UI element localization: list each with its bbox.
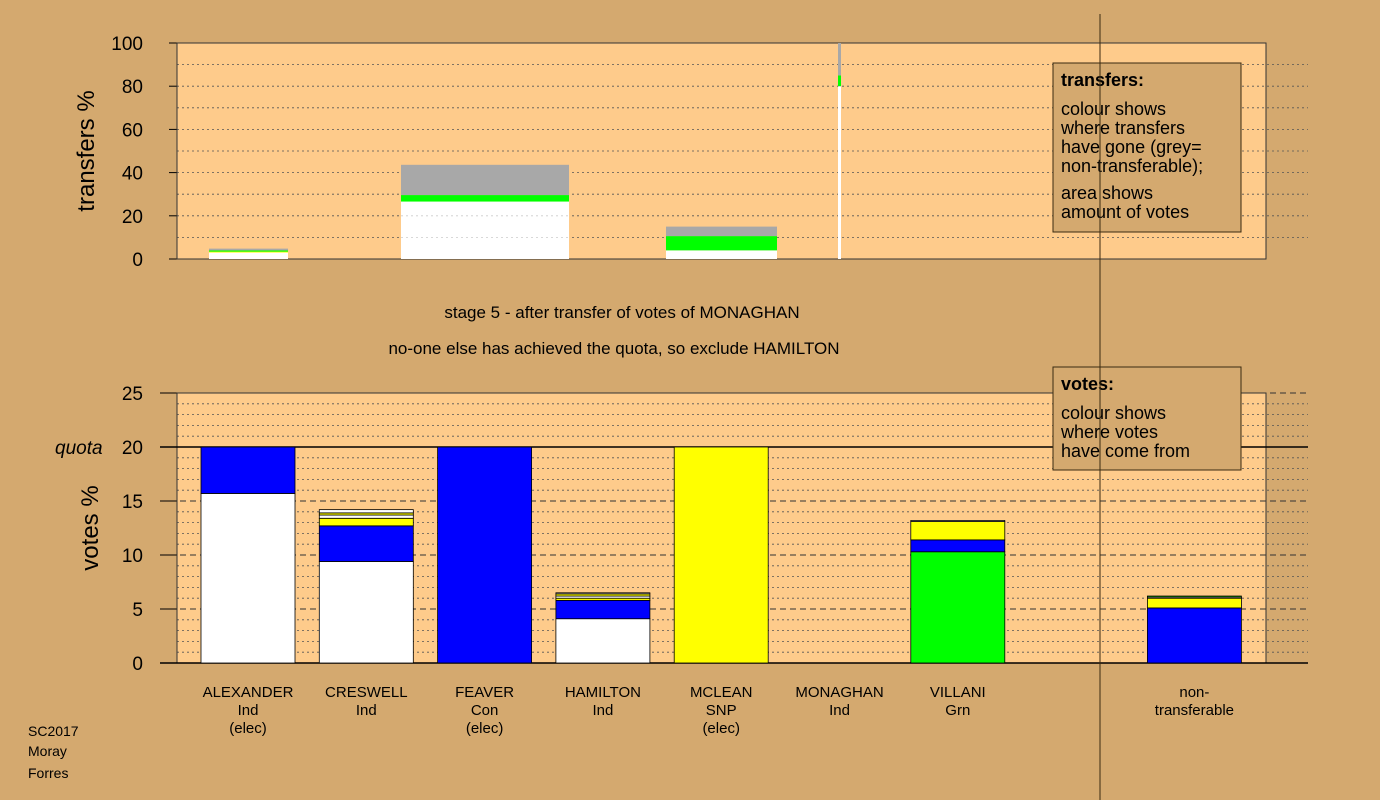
transfers-segment [209, 252, 288, 259]
action-caption: no-one else has achieved the quota, so e… [388, 339, 839, 358]
candidate-label: HAMILTON [565, 684, 641, 701]
legend-line: have gone (grey= [1061, 137, 1202, 157]
credit-council: Moray [28, 743, 67, 759]
transfers-segment [401, 195, 569, 202]
votes-bar-non: non-transferable [1147, 595, 1242, 719]
transfers-ylabel: transfers % [73, 90, 100, 211]
candidate-label: Ind [238, 702, 259, 719]
credit-year: SC2017 [28, 723, 79, 739]
transfers-segment [666, 226, 777, 237]
transfers-ytick-label: 20 [122, 207, 143, 228]
transfers-segment [838, 86, 841, 259]
legend-line: area shows [1061, 183, 1153, 203]
votes-segment [437, 446, 533, 664]
votes-segment [910, 521, 1006, 541]
transfers-ytick-label: 60 [122, 120, 143, 141]
candidate-label: (elec) [466, 720, 504, 737]
legend-line: non-transferable); [1061, 156, 1203, 176]
legend-line: where transfers [1060, 118, 1185, 138]
legend-line: have come from [1061, 441, 1190, 461]
candidate-label: (elec) [702, 720, 740, 737]
votes-ytick-label: 5 [132, 600, 143, 621]
votes-segment [910, 520, 1006, 522]
legend-box [1052, 62, 1242, 233]
transfers-bar-mclean [838, 43, 841, 259]
votes-segment [200, 446, 296, 494]
transfers-bar-alexander [209, 248, 288, 259]
transfers-segment [838, 75, 841, 87]
votes-ylabel: votes % [77, 485, 104, 570]
transfers-ytick-label: 0 [132, 250, 143, 271]
transfers-segment [666, 250, 777, 259]
transfers-segment [401, 164, 569, 196]
votes-ytick-label: 10 [122, 546, 143, 567]
transfers-ytick-label: 80 [122, 77, 143, 98]
transfers-segment [209, 248, 288, 251]
legend-box [1052, 366, 1242, 471]
votes-ytick-label: 25 [122, 384, 143, 405]
candidate-label: Ind [356, 702, 377, 719]
candidate-label: (elec) [229, 720, 267, 737]
transfers-ytick-label: 100 [111, 34, 143, 55]
transfers-segment [209, 251, 288, 253]
candidate-label: Ind [829, 702, 850, 719]
votes-segment [1147, 595, 1242, 598]
credit-ward: Forres [28, 765, 68, 781]
quota-label: quota [55, 438, 103, 459]
candidate-label: ALEXANDER [203, 684, 294, 701]
candidate-label: non- [1179, 684, 1209, 701]
votes-segment [318, 517, 414, 527]
legend-title: transfers: [1061, 70, 1144, 90]
candidate-label: Grn [945, 702, 970, 719]
votes-segment [1147, 597, 1242, 609]
transfers-segment [401, 201, 569, 259]
votes-segment [555, 618, 651, 664]
legend-line: amount of votes [1061, 202, 1189, 222]
legend-line: colour shows [1061, 403, 1166, 423]
votes-segment [318, 525, 414, 562]
candidate-label: FEAVER [455, 684, 514, 701]
votes-segment [673, 446, 769, 664]
votes-ytick-label: 0 [132, 654, 143, 675]
transfers-ytick-label: 40 [122, 164, 143, 185]
transfers-segment [666, 236, 777, 251]
legend-title: votes: [1061, 374, 1114, 394]
candidate-label: VILLANI [930, 684, 986, 701]
transfers-segment [209, 250, 288, 252]
candidate-label: CRESWELL [325, 684, 408, 701]
candidate-label: MCLEAN [690, 684, 753, 701]
votes-segment [910, 539, 1006, 553]
votes-segment [318, 509, 414, 514]
candidate-label: Con [471, 702, 499, 719]
votes-segment [910, 551, 1006, 664]
candidate-label: transferable [1155, 702, 1234, 719]
votes-segment [555, 599, 651, 620]
candidate-label: SNP [706, 702, 737, 719]
votes-segment [200, 493, 296, 664]
transfers-bar-hamilton [666, 226, 777, 259]
votes-segment [555, 592, 651, 595]
legend-line: colour shows [1061, 99, 1166, 119]
stage-caption: stage 5 - after transfer of votes of MON… [444, 303, 799, 322]
legend-line: where votes [1060, 422, 1158, 442]
candidate-label: Ind [592, 702, 613, 719]
transfers-bar-creswell [401, 164, 569, 259]
votes-ytick-label: 20 [122, 438, 143, 459]
transfers-segment [838, 43, 841, 76]
votes-segment [318, 514, 414, 519]
candidate-label: MONAGHAN [795, 684, 883, 701]
votes-segment [1147, 607, 1242, 664]
votes-segment [318, 561, 414, 664]
votes-ytick-label: 15 [122, 492, 143, 513]
